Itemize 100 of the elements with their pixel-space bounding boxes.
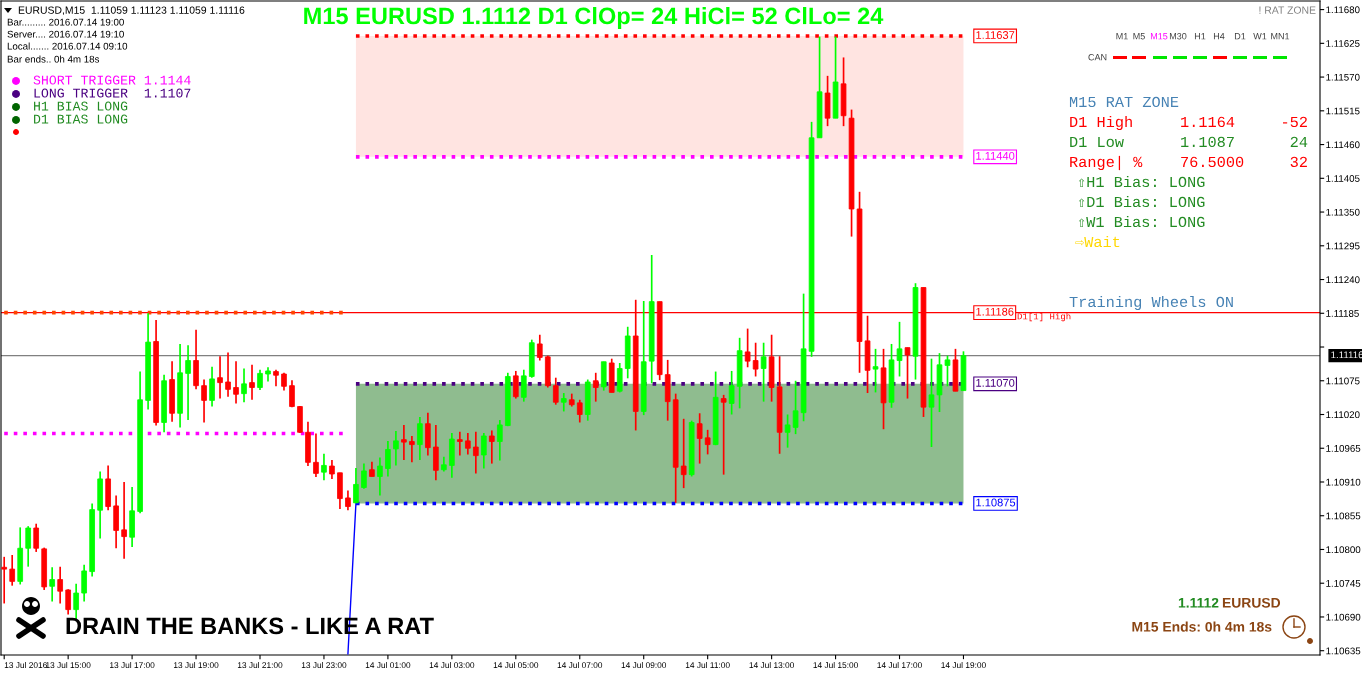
x-tick-label: 13 Jul 19:00: [173, 661, 219, 669]
x-tick-label: 13 Jul 17:00: [110, 661, 155, 669]
annotation: M5: [1133, 33, 1145, 40]
candlestick: [465, 432, 471, 456]
annotation: CAN: [1088, 54, 1107, 61]
y-tick-label: 1.11185: [1326, 310, 1359, 317]
candlestick: [321, 452, 327, 481]
candlestick: [904, 346, 911, 400]
annotation: 32: [1290, 156, 1307, 168]
y-tick-label: 1.11075: [1326, 377, 1360, 385]
y-tick-label: 1.11460: [1326, 141, 1360, 149]
x-tick-label: 14 Jul 13:00: [749, 661, 794, 669]
chart-title: M15 EURUSD 1.1112 D1 ClOp= 24 HiCl= 52 ClLo= 24: [304, 7, 884, 29]
annotation: M15: [1150, 33, 1168, 40]
annotation: Bar......... 2016.07.14 19:00: [7, 18, 124, 26]
candlestick: [720, 394, 727, 476]
x-tick-label: 13 Jul 2016: [4, 661, 47, 669]
x-tick-label: 14 Jul 15:00: [813, 661, 858, 669]
annotation: ⇧W1 Bias: LONG: [1078, 215, 1205, 228]
annotation: EURUSD: [1222, 597, 1281, 608]
series-label: 1.11070: [976, 378, 1015, 387]
candlestick: [217, 355, 223, 400]
annotation: D1[1] High: [1017, 312, 1071, 322]
candlestick: [473, 430, 479, 475]
annotation: D1 BIAS LONG: [34, 114, 128, 124]
candlestick: [81, 563, 87, 603]
candlestick: [49, 566, 55, 603]
annotation: 1.1112: [1178, 597, 1219, 608]
y-tick-label: 1.11405: [1326, 175, 1360, 182]
annotation: Range| %: [1070, 155, 1143, 171]
candlestick: [409, 435, 415, 464]
candlestick: [481, 432, 487, 470]
candlestick: [377, 456, 383, 497]
y-tick-label: 1.11625: [1326, 40, 1360, 47]
annotation: ⇨Wait: [1075, 235, 1120, 248]
annotation: 1.1164: [1181, 116, 1235, 128]
y-tick-label: 1.10800: [1326, 546, 1361, 554]
candlestick: [33, 522, 39, 553]
annotation: 1.1087: [1181, 136, 1234, 148]
candlestick: [592, 371, 599, 403]
candlestick: [233, 360, 239, 405]
x-tick-label: 14 Jul 01:00: [365, 661, 411, 669]
annotation: SHORT TRIGGER 1.1144: [33, 75, 191, 85]
candlestick: [401, 424, 407, 461]
candlestick: [520, 368, 527, 403]
annotation: MN1: [1271, 33, 1290, 40]
candlestick: [385, 440, 391, 478]
y-tick-label: 1.10635: [1326, 647, 1361, 655]
candlestick: [512, 370, 519, 400]
series-label: 1.10875: [976, 498, 1016, 507]
candlestick: [792, 379, 799, 435]
candlestick: [489, 429, 495, 465]
annotation: Local....... 2016.07.14 09:10: [7, 42, 128, 50]
annotation: D1: [1234, 33, 1246, 40]
x-tick-label: 14 Jul 05:00: [493, 661, 539, 669]
annotation: Bar ends.. 0h 4m 18s: [7, 55, 100, 63]
x-tick-label: 14 Jul 07:00: [557, 661, 603, 669]
candlestick: [616, 362, 623, 394]
x-tick-label: 13 Jul 21:00: [237, 661, 283, 669]
ref-line-label: 1.11186: [976, 307, 1014, 316]
annotation: M15 RAT ZONE: [1069, 96, 1179, 108]
candlestick: [536, 333, 543, 362]
candlestick: [313, 432, 319, 478]
x-tick-label: 13 Jul 23:00: [301, 661, 347, 669]
candlestick: [760, 341, 767, 403]
x-tick-label: 13 Jul 15:00: [46, 661, 91, 669]
y-tick-label: 1.11295: [1326, 242, 1360, 250]
y-tick-label: 1.10910: [1326, 478, 1361, 486]
candlestick: [728, 370, 735, 416]
y-tick-label: 1.10690: [1326, 613, 1361, 621]
x-tick-label: 14 Jul 09:00: [621, 661, 667, 669]
annotation: -52: [1282, 116, 1307, 128]
annotation: EURUSD,M15 1.11059 1.11123 1.11059 1.11116: [18, 6, 245, 16]
candlestick: [680, 417, 687, 489]
candlestick: [289, 379, 295, 408]
candlestick: [25, 525, 31, 568]
y-tick-label: 1.11020: [1326, 411, 1360, 419]
y-tick-label: 1.11350: [1326, 208, 1360, 216]
candlestick: [497, 419, 503, 462]
candlestick: [121, 481, 127, 560]
candlestick: [457, 430, 463, 457]
candlestick: [241, 367, 247, 404]
candlestick: [329, 459, 335, 480]
candlestick: [249, 363, 255, 401]
candlestick: [361, 462, 367, 490]
candlestick: [872, 348, 879, 394]
x-tick-label: 14 Jul 17:00: [877, 661, 922, 669]
annotation: H4: [1213, 33, 1225, 40]
annotation: LONG TRIGGER 1.1107: [34, 88, 191, 98]
x-tick-label: 14 Jul 03:00: [429, 661, 475, 669]
y-tick-label: 1.10965: [1326, 444, 1361, 452]
y-tick-label: 1.11240: [1326, 276, 1360, 284]
annotation: 76.5000: [1181, 156, 1244, 168]
candlestick: [185, 344, 191, 421]
annotation: ! RAT ZONE: [1259, 6, 1316, 14]
annotation: D1 Low: [1070, 136, 1124, 148]
candlestick: [425, 411, 431, 457]
candlestick: [257, 368, 263, 391]
candlestick: [9, 554, 16, 587]
candlestick: [576, 398, 583, 424]
